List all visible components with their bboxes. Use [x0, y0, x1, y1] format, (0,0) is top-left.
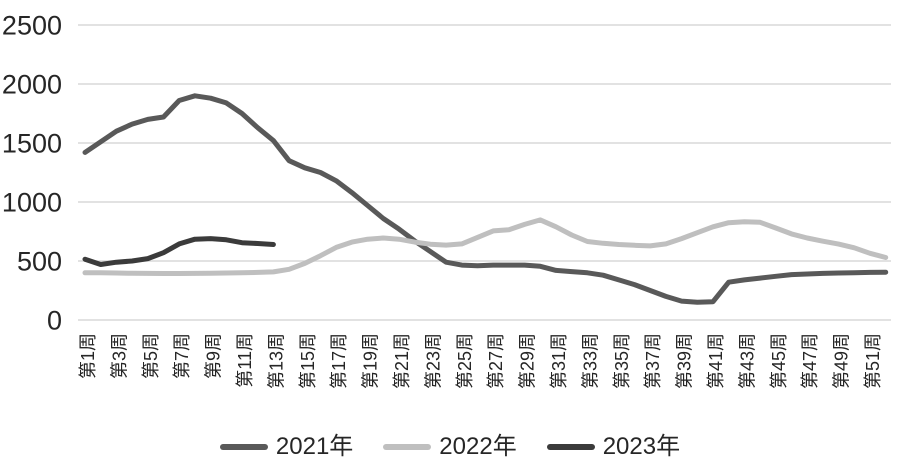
x-tick-label: 第37周	[643, 333, 663, 389]
chart-legend: 2021年 2022年 2023年	[0, 433, 900, 460]
y-tick-label: 2500	[2, 11, 62, 41]
legend-swatch-2022	[383, 444, 432, 451]
x-tick-label: 第25周	[455, 333, 475, 389]
x-tick-label: 第49周	[832, 333, 852, 389]
y-tick-label: 0	[47, 306, 62, 336]
x-tick-label: 第1周	[78, 333, 98, 379]
x-tick-label: 第51周	[863, 333, 883, 389]
legend-label-2022: 2022年	[439, 433, 517, 460]
line-chart: 05001000150020002500第1周 第3周 第5周 第7周 第9周 第11周第…	[2, 11, 891, 389]
legend-label-2021: 2021年	[275, 433, 354, 460]
series-line-2021年	[82, 93, 889, 305]
x-tick-label: 第27周	[486, 333, 506, 389]
legend-swatch-2021	[219, 444, 268, 451]
x-tick-label: 第3周	[109, 333, 129, 379]
x-tick-label: 第19周	[361, 333, 381, 389]
x-tick-label: 第5周	[141, 333, 161, 379]
y-tick-label: 500	[17, 247, 62, 277]
x-tick-label: 第45周	[769, 333, 789, 389]
x-tick-label: 第17周	[329, 333, 349, 389]
legend-swatch-2023	[546, 444, 595, 451]
x-tick-label: 第43周	[737, 333, 757, 389]
x-tick-label: 第15周	[298, 333, 318, 389]
x-tick-label: 第39周	[675, 333, 695, 389]
x-tick-label: 第11周	[235, 333, 255, 388]
legend-item-2021: 2021年	[219, 433, 354, 460]
x-tick-label: 第9周	[204, 333, 224, 379]
x-tick-label: 第7周	[172, 333, 192, 379]
x-tick-label: 第31周	[549, 333, 569, 389]
x-tick-label: 第33周	[580, 333, 600, 389]
x-tick-label: 第35周	[612, 333, 632, 389]
legend-item-2022: 2022年	[383, 433, 517, 460]
series-line-2022年	[82, 217, 889, 276]
x-tick-label: 第41周	[706, 333, 726, 389]
x-tick-label: 第23周	[423, 333, 443, 389]
y-tick-label: 2000	[2, 70, 62, 100]
x-tick-label: 第13周	[266, 333, 286, 389]
legend-label-2023: 2023年	[602, 433, 681, 460]
x-tick-label: 第21周	[392, 333, 412, 389]
x-tick-label: 第29周	[518, 333, 538, 389]
y-tick-label: 1000	[2, 188, 62, 218]
y-tick-label: 1500	[2, 129, 62, 159]
x-tick-label: 第47周	[800, 333, 820, 389]
legend-item-2023: 2023年	[546, 433, 681, 460]
series-line-2023年	[82, 236, 276, 267]
